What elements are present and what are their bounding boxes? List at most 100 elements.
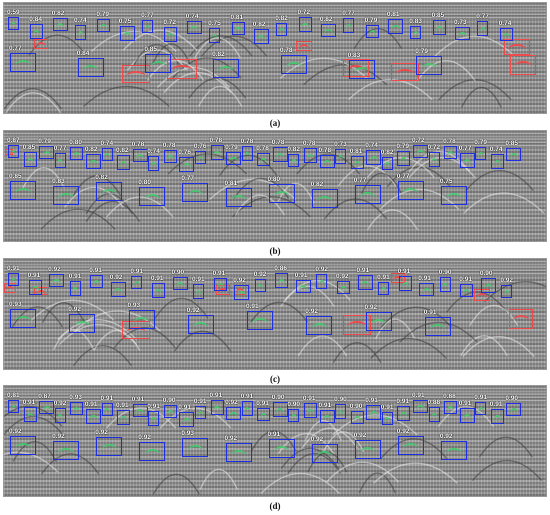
confidence-score: 0.92	[225, 399, 238, 406]
hyperbola-signature	[303, 64, 388, 86]
confidence-score: 0.72	[163, 19, 177, 26]
confidence-score: 0.77	[476, 13, 489, 20]
detection-box	[501, 285, 513, 298]
detection-box	[75, 25, 86, 40]
detection-box	[316, 274, 328, 289]
detection-box	[335, 149, 347, 164]
confidence-score: 0.74	[498, 20, 512, 27]
confidence-score: 0.91	[240, 393, 254, 400]
confidence-score: 0.91	[423, 309, 437, 316]
hyperbola-signature	[199, 469, 238, 490]
detection-box	[455, 27, 470, 40]
confidence-score: 0.78	[162, 142, 176, 149]
hyperbola-signature	[463, 192, 545, 214]
detection-box	[54, 408, 66, 423]
hyperbola-signature	[277, 432, 335, 455]
hyperbola-signature	[260, 472, 340, 494]
hyperbola-signature	[465, 169, 534, 192]
hyperbola-signature	[188, 77, 247, 99]
detection-box	[117, 155, 130, 170]
confidence-score: 0.75	[118, 18, 132, 25]
confidence-score: 0.78	[256, 145, 269, 152]
confidence-score: 0.82	[116, 147, 129, 154]
detection-box	[164, 27, 178, 42]
confidence-score: 0.72	[297, 9, 311, 16]
confidence-score: 0.78	[443, 138, 456, 145]
confidence-score: 0.92	[396, 428, 410, 435]
detection-box	[132, 149, 148, 162]
confidence-score: 0.79	[225, 144, 238, 151]
hyperbola-signature	[434, 35, 515, 57]
detection-box	[39, 401, 55, 414]
hyperbola-signature	[52, 329, 95, 350]
surface-reflection-band	[4, 386, 546, 402]
detection-box	[8, 145, 19, 158]
confidence-score: 0.83	[347, 52, 361, 59]
confidence-score: 0.91	[459, 276, 472, 283]
confidence-score: 0.76	[178, 149, 191, 156]
detection-box	[132, 404, 148, 417]
panel-caption: (a)	[269, 118, 281, 128]
detection-box	[272, 402, 288, 417]
detection-box	[413, 145, 428, 158]
detection-box	[231, 22, 245, 35]
confidence-score: 0.75	[439, 178, 453, 185]
panel-caption: (c)	[270, 374, 280, 384]
detection-box	[90, 275, 104, 288]
hyperbola-signature	[348, 79, 433, 101]
detection-box	[10, 309, 36, 328]
confidence-score: 0.82	[310, 181, 324, 188]
detection-box	[366, 405, 382, 420]
detection-box	[320, 24, 336, 37]
confidence-score: 0.91	[7, 265, 20, 272]
detection-box	[432, 20, 446, 35]
hyperbola-signature	[296, 153, 361, 175]
confidence-score: 0.91	[22, 399, 36, 406]
hyperbola-signature	[337, 165, 397, 187]
detection-box	[335, 404, 347, 419]
confidence-score: 0.91	[209, 392, 223, 399]
gpr-panel: 0.81 0.91 0.87 0.92 0.93 0.91 0.91 0.91 0.91 0.91…	[3, 385, 547, 497]
detection-box	[387, 19, 403, 34]
confidence-score: 0.82	[95, 174, 108, 181]
hyperbola-signature	[370, 337, 447, 359]
surface-reflection-band	[4, 259, 546, 275]
detection-box	[381, 412, 393, 425]
missed-target-box	[509, 309, 533, 329]
confidence-score: 0.92	[500, 277, 514, 284]
confidence-score: 0.92	[439, 433, 453, 440]
panel-caption: (b)	[269, 246, 281, 256]
confidence-score: 0.92	[336, 273, 349, 280]
detection-box	[413, 400, 428, 413]
detection-box	[226, 407, 242, 420]
detection-box	[366, 150, 382, 165]
hyperbola-signature	[173, 330, 232, 352]
detection-box	[298, 17, 312, 32]
confidence-score: 0.78	[209, 137, 223, 144]
confidence-score: 0.91	[212, 270, 226, 277]
detection-box	[182, 183, 209, 202]
detection-box	[459, 408, 475, 423]
confidence-score: 0.82	[51, 10, 65, 17]
detection-box	[257, 153, 271, 166]
confidence-score: 0.80	[138, 179, 151, 186]
detection-box	[209, 28, 221, 43]
detection-box	[225, 188, 252, 207]
detection-box	[119, 26, 135, 41]
detection-box	[53, 186, 80, 205]
confidence-score: 0.92	[68, 306, 81, 313]
missed-target-box	[510, 55, 536, 75]
confidence-score: 0.92	[364, 304, 378, 311]
detection-box	[477, 21, 489, 36]
detection-box	[193, 284, 204, 299]
detection-box	[148, 411, 160, 426]
hyperbola-signature	[301, 427, 359, 449]
detection-box	[354, 185, 381, 204]
detection-box	[257, 408, 271, 421]
detection-box	[139, 442, 166, 461]
confidence-score: 0.91	[267, 431, 281, 438]
confidence-score: 0.91	[302, 395, 316, 402]
confidence-score: 0.91	[100, 395, 114, 402]
detection-box	[311, 189, 338, 208]
confidence-score: 0.91	[418, 275, 431, 282]
